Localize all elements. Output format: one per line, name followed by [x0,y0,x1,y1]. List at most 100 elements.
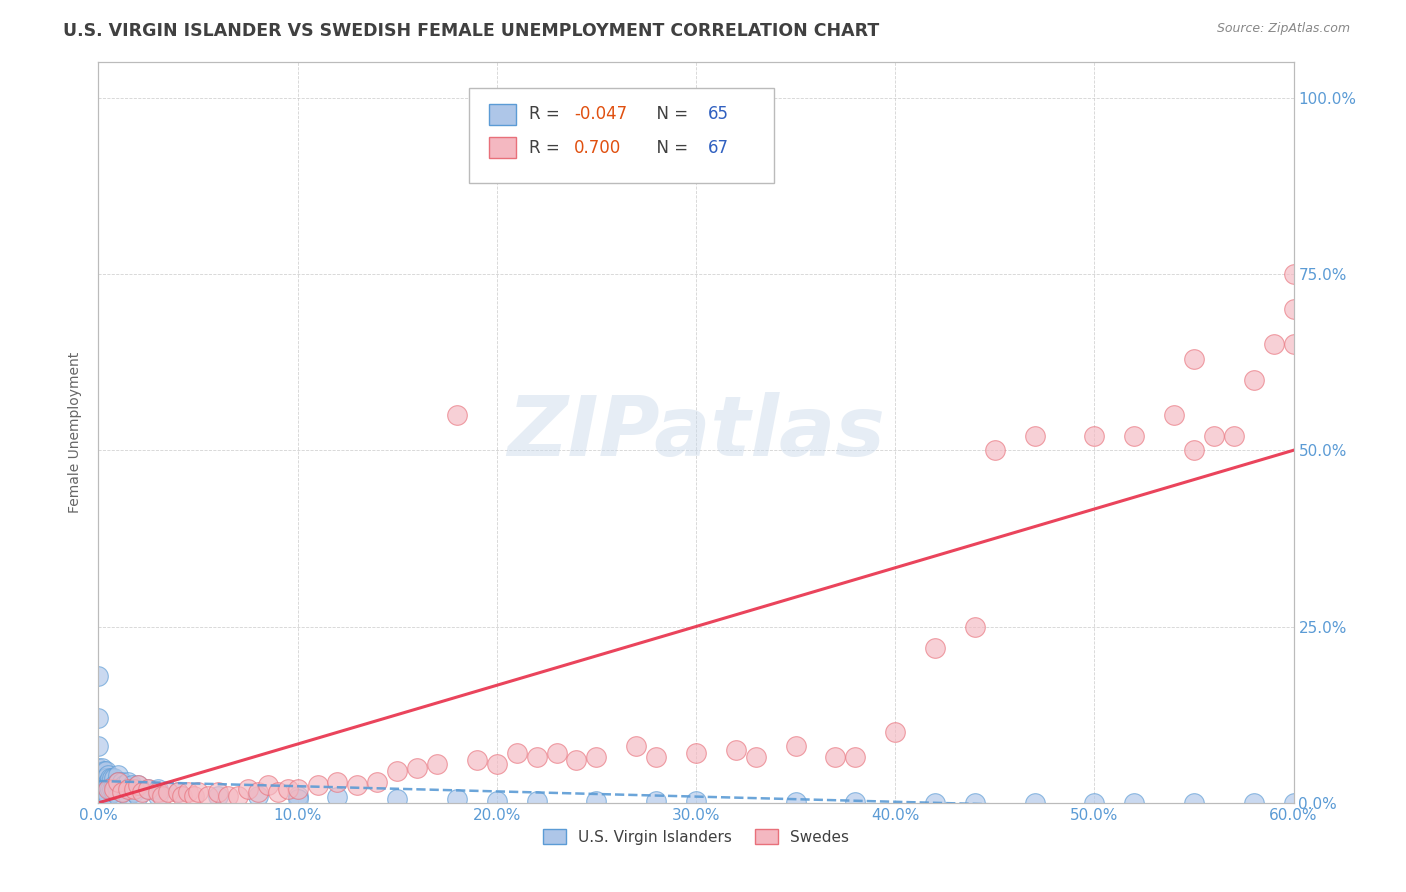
Y-axis label: Female Unemployment: Female Unemployment [69,352,83,513]
Point [844,795,866,809]
Point [117,774,139,789]
Point [150,789,173,803]
Point [103,771,125,785]
Point [103,785,125,799]
Point [103,778,125,792]
Point [1083,429,1105,443]
Point [97,774,120,789]
Point [148,781,170,796]
Bar [489,137,516,158]
Point [93,771,115,785]
Point [307,778,329,792]
Point [124,781,146,796]
Point [1182,351,1205,366]
Point [177,785,200,799]
Point [287,792,309,806]
Point [924,796,946,810]
Point [87,781,110,796]
Point [724,743,747,757]
Point [97,789,120,803]
Point [127,789,149,803]
Point [256,778,278,792]
Bar [489,103,516,125]
Point [506,747,529,761]
Point [963,619,986,633]
Point [117,781,139,796]
Text: Source: ZipAtlas.com: Source: ZipAtlas.com [1216,22,1350,36]
Point [824,750,846,764]
Point [136,781,159,796]
Point [246,789,269,803]
Point [884,725,907,739]
Point [485,757,508,772]
Point [98,781,122,796]
Point [1282,796,1305,810]
Point [385,764,409,778]
Point [157,785,180,799]
Point [406,760,429,774]
Text: 65: 65 [709,105,728,123]
Point [87,669,110,683]
Text: ZIPatlas: ZIPatlas [508,392,884,473]
Point [385,792,409,806]
Point [97,767,120,781]
Point [645,750,668,764]
Point [785,795,807,809]
Point [685,747,707,761]
Point [626,739,648,754]
Point [127,778,149,792]
Point [101,781,124,796]
Point [963,796,986,810]
Point [107,767,129,781]
Point [267,785,290,799]
Point [485,794,508,808]
Point [526,750,548,764]
Point [117,789,139,803]
Point [1163,408,1185,422]
Point [526,794,548,808]
Point [87,739,110,754]
Point [366,774,388,789]
Point [187,785,209,799]
Point [326,774,349,789]
Point [136,781,159,796]
Point [97,781,120,796]
Point [446,792,468,806]
Point [924,640,946,655]
Point [1282,267,1305,281]
Text: R =: R = [529,105,565,123]
Text: 67: 67 [709,138,728,157]
Point [446,408,468,422]
Point [426,757,449,772]
Point [117,781,139,796]
Point [346,778,368,792]
Point [87,711,110,725]
Point [1123,429,1146,443]
Point [465,754,488,768]
Point [1282,302,1305,317]
Point [197,789,219,803]
Point [1282,337,1305,351]
Point [236,781,259,796]
Point [121,778,143,792]
Point [287,789,309,803]
Point [96,785,118,799]
Point [96,771,118,785]
Text: 0.700: 0.700 [574,138,621,157]
Point [1243,373,1265,387]
Point [1024,796,1046,810]
Point [93,764,115,778]
Point [326,790,349,805]
Point [148,789,170,803]
Point [167,785,190,799]
Point [246,785,269,799]
Point [1083,796,1105,810]
Point [984,443,1007,458]
Point [111,785,134,799]
Point [785,739,807,754]
Point [585,794,607,808]
Point [645,794,668,808]
Point [1123,796,1146,810]
Point [111,785,134,799]
Point [107,789,129,803]
